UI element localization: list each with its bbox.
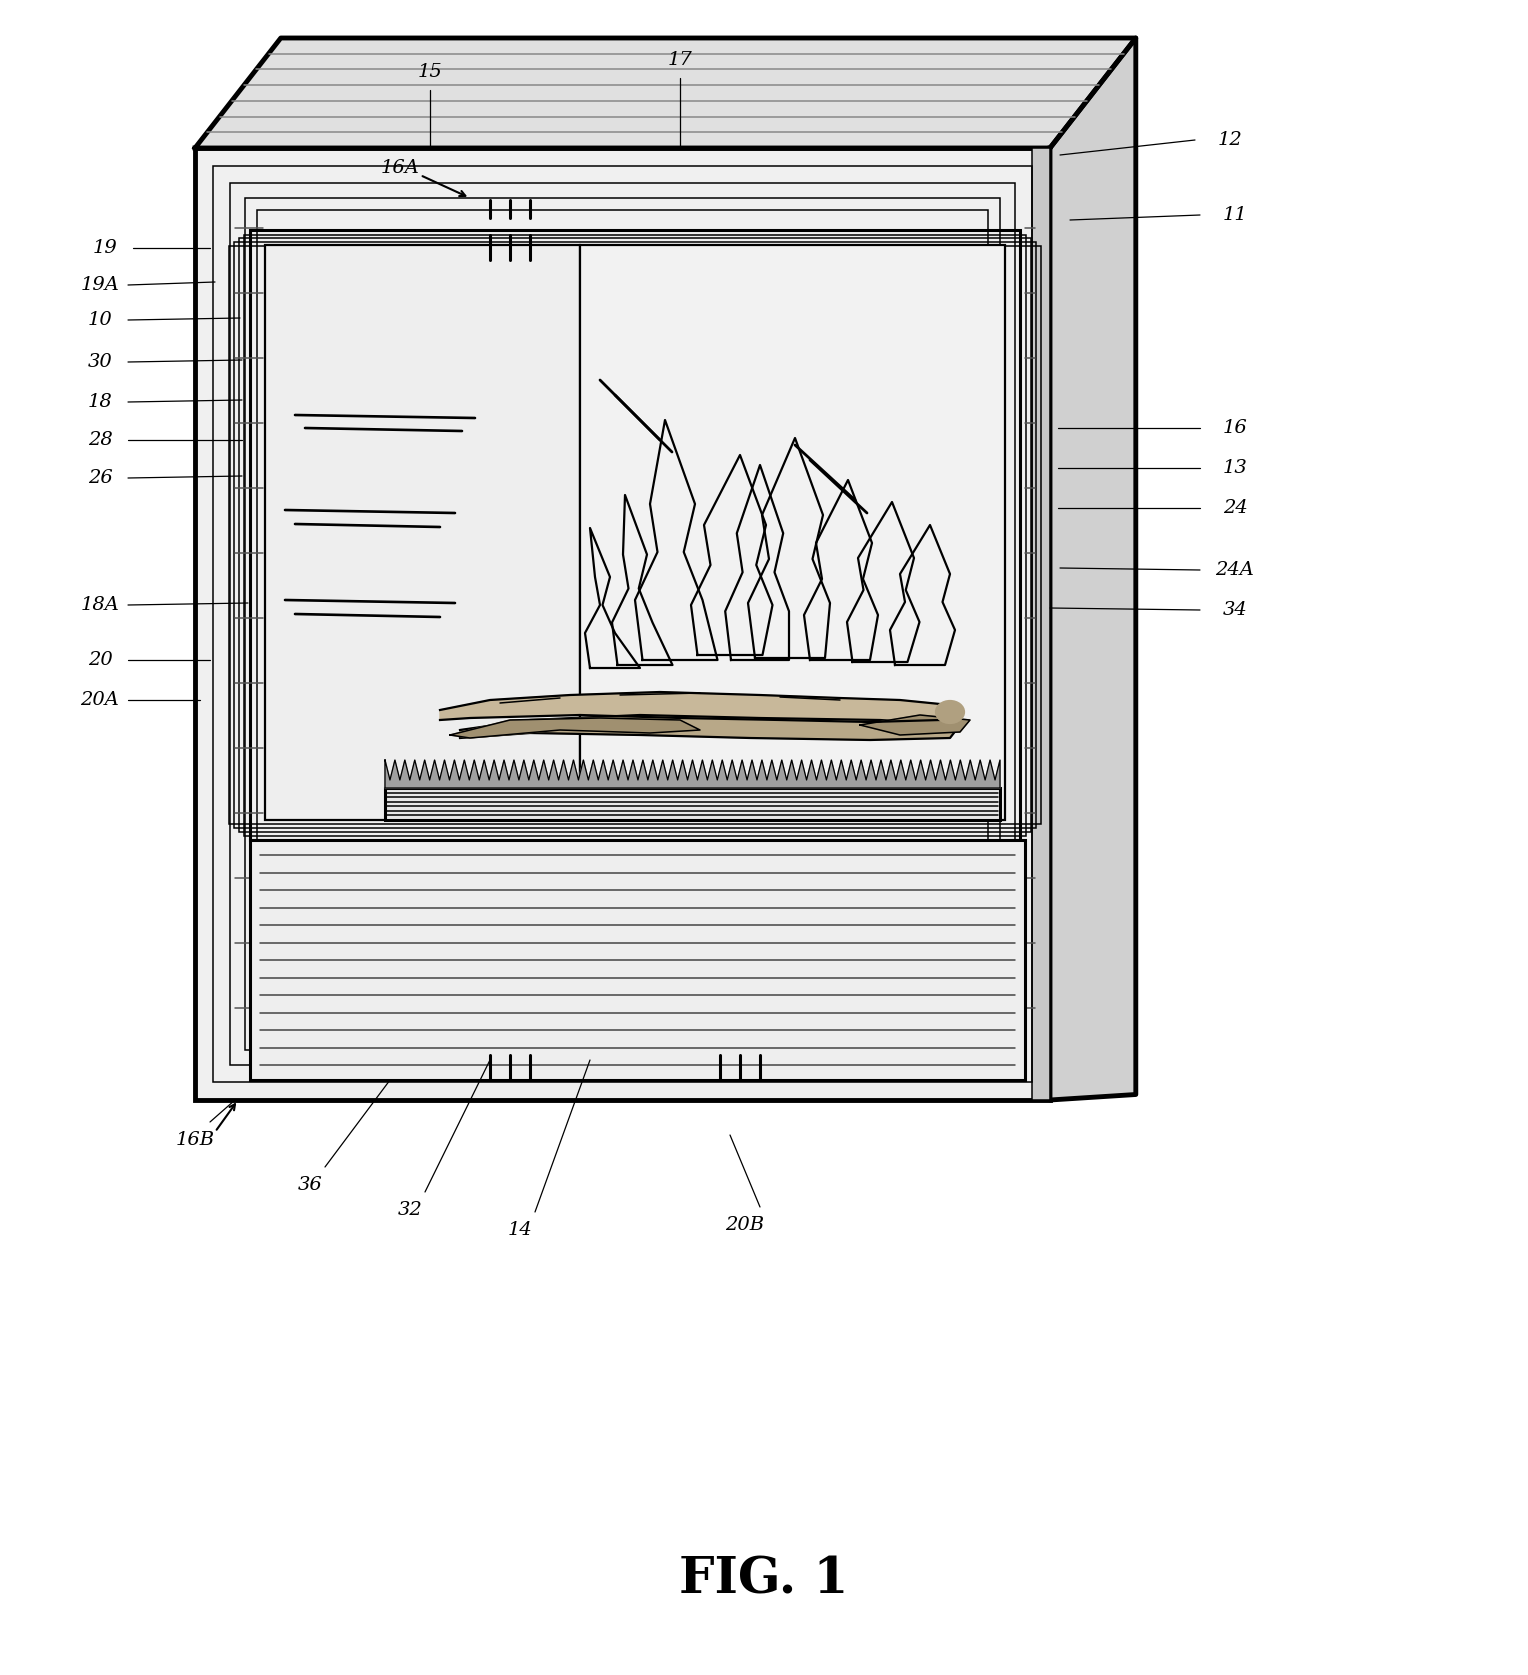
Polygon shape xyxy=(860,715,970,735)
Bar xyxy=(251,839,1025,1080)
Text: 18: 18 xyxy=(87,394,113,410)
Bar xyxy=(264,245,581,821)
Text: 17: 17 xyxy=(668,50,692,69)
Text: 36: 36 xyxy=(298,1176,322,1194)
Text: 30: 30 xyxy=(87,353,113,370)
Text: 16B: 16B xyxy=(176,1131,214,1149)
Text: 15: 15 xyxy=(417,64,443,80)
Text: 11: 11 xyxy=(1222,206,1247,224)
Bar xyxy=(251,229,1021,839)
Text: 20B: 20B xyxy=(726,1216,764,1234)
Text: 12: 12 xyxy=(1218,131,1242,149)
Text: 10: 10 xyxy=(87,312,113,328)
Bar xyxy=(244,235,1025,836)
Text: 20: 20 xyxy=(87,652,113,668)
Polygon shape xyxy=(196,39,1135,147)
Bar xyxy=(581,245,1005,821)
Ellipse shape xyxy=(937,702,964,724)
Bar xyxy=(385,787,999,821)
Text: 24A: 24A xyxy=(1216,561,1254,580)
Polygon shape xyxy=(385,760,999,787)
Polygon shape xyxy=(1050,39,1135,1100)
Text: 20A: 20A xyxy=(81,692,119,709)
Text: 13: 13 xyxy=(1222,459,1247,477)
Text: 34: 34 xyxy=(1222,601,1247,620)
Text: 16A: 16A xyxy=(380,159,420,178)
Text: FIG. 1: FIG. 1 xyxy=(680,1556,848,1605)
Bar xyxy=(212,166,1031,1082)
Text: 19A: 19A xyxy=(81,276,119,295)
Polygon shape xyxy=(440,692,950,722)
Bar xyxy=(196,147,1050,1100)
Text: 18A: 18A xyxy=(81,596,119,615)
Bar xyxy=(257,209,989,1038)
Text: 19: 19 xyxy=(93,240,118,256)
Bar xyxy=(1031,147,1050,1100)
Bar xyxy=(238,238,1031,831)
Text: 32: 32 xyxy=(397,1201,422,1219)
Text: 24: 24 xyxy=(1222,499,1247,518)
Text: 16: 16 xyxy=(1222,419,1247,437)
Bar xyxy=(244,198,999,1050)
Bar xyxy=(229,246,1041,824)
Bar xyxy=(231,183,1015,1065)
Bar xyxy=(234,241,1036,827)
Text: 28: 28 xyxy=(87,430,113,449)
Polygon shape xyxy=(451,719,700,739)
Polygon shape xyxy=(460,715,960,740)
Text: 14: 14 xyxy=(507,1221,532,1240)
Text: 26: 26 xyxy=(87,469,113,487)
